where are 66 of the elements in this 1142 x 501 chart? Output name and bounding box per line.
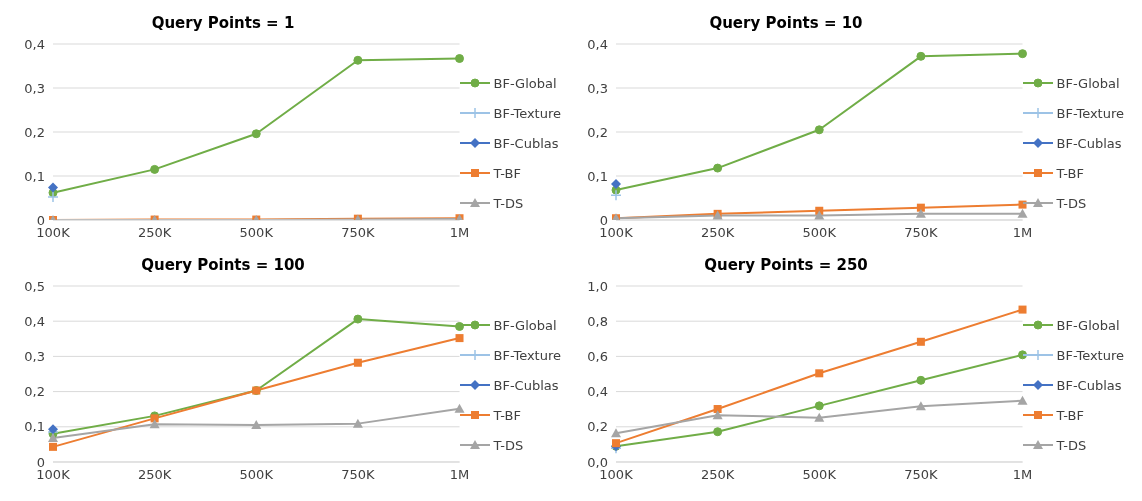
y-tick-label: 0,1 [587, 168, 608, 184]
y-tick-label: 0,8 [587, 313, 608, 329]
y-tick-label: 0,2 [587, 419, 608, 435]
legend-label: T-BF [493, 407, 521, 423]
legend-label: BF-Texture [493, 347, 561, 363]
legend-label: BF-Texture [493, 105, 561, 121]
legend-label: T-BF [1056, 407, 1084, 423]
x-tick-label: 500K [802, 467, 837, 483]
y-tick-label: 0,1 [24, 168, 45, 184]
legend-label: T-DS [1056, 437, 1087, 453]
x-tick-label: 100K [36, 467, 71, 483]
x-tick-label: 500K [239, 467, 274, 483]
x-tick-label: 250K [700, 467, 735, 483]
x-tick-label: 1M [449, 225, 470, 241]
y-tick-label: 0 [36, 454, 45, 470]
legend-label: BF-Cublas [1056, 377, 1122, 393]
y-tick-label: 0,3 [24, 349, 45, 365]
chart-title: Query Points = 100 [140, 255, 306, 276]
x-tick-label: 100K [36, 225, 71, 241]
y-tick-label: 0,2 [24, 124, 45, 140]
legend-label: T-DS [493, 437, 524, 453]
x-tick-label: 750K [341, 225, 376, 241]
chart-title: Query Points = 250 [703, 255, 869, 276]
y-tick-label: 0,2 [24, 384, 45, 400]
x-tick-label: 500K [802, 225, 837, 241]
y-tick-label: 0,0 [587, 454, 608, 470]
legend-label: BF-Cublas [1056, 135, 1122, 151]
y-tick-label: 0,1 [24, 419, 45, 435]
legend-label: BF-Cublas [493, 135, 559, 151]
y-tick-label: 0 [599, 212, 608, 228]
y-tick-label: 0,3 [587, 80, 608, 96]
chart-title: Query Points = 1 [150, 13, 296, 34]
y-tick-label: 0,4 [24, 36, 45, 52]
legend-label: T-DS [493, 195, 524, 211]
y-tick-label: 0,6 [587, 349, 608, 365]
y-tick-label: 0,4 [587, 36, 608, 52]
legend-label: BF-Texture [1056, 105, 1124, 121]
y-tick-label: 0,4 [587, 384, 608, 400]
x-tick-label: 1M [1012, 225, 1033, 241]
y-tick-label: 0,4 [24, 313, 45, 329]
x-tick-label: 100K [599, 225, 634, 241]
legend-label: BF-Cublas [493, 377, 559, 393]
y-tick-label: 0 [36, 212, 45, 228]
y-tick-label: 0,2 [587, 124, 608, 140]
x-tick-label: 1M [1012, 467, 1033, 483]
x-tick-label: 500K [239, 225, 274, 241]
legend-label: T-BF [1056, 165, 1084, 181]
legend-label: T-DS [1056, 195, 1087, 211]
x-tick-label: 250K [137, 225, 172, 241]
y-tick-label: 0,5 [24, 278, 45, 294]
legend-label: BF-Global [493, 317, 557, 333]
x-tick-label: 250K [137, 467, 172, 483]
y-tick-label: 1,0 [587, 278, 608, 294]
legend-label: BF-Global [493, 75, 557, 91]
legend-label: BF-Texture [1056, 347, 1124, 363]
x-tick-label: 1M [449, 467, 470, 483]
x-tick-label: 250K [700, 225, 735, 241]
y-tick-label: 0,3 [24, 80, 45, 96]
x-tick-label: 750K [904, 467, 939, 483]
x-tick-label: 100K [599, 467, 634, 483]
x-tick-label: 750K [341, 467, 376, 483]
chart-title: Query Points = 10 [708, 13, 864, 34]
x-tick-label: 750K [904, 225, 939, 241]
legend-label: BF-Global [1056, 317, 1120, 333]
legend-label: BF-Global [1056, 75, 1120, 91]
legend-label: T-BF [493, 165, 521, 181]
